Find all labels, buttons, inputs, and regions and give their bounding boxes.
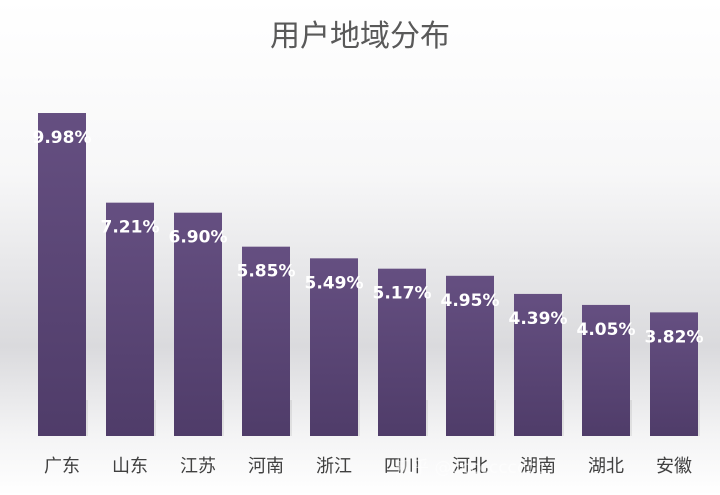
category-label-5: 浙江 xyxy=(316,456,352,477)
category-label-10: 安徽 xyxy=(656,456,692,477)
bar-9 xyxy=(582,304,630,436)
category-label-6: 四川 xyxy=(384,456,420,477)
bar-10 xyxy=(650,312,698,436)
category-label-3: 江苏 xyxy=(180,456,216,477)
bar-1 xyxy=(38,113,86,436)
data-label-3: 6.90% xyxy=(169,228,228,248)
category-labels: 广东 山东 江苏 河南 浙江 四川 河北 湖南 湖北 安徽 xyxy=(44,456,692,477)
bar-6 xyxy=(378,268,426,436)
data-label-10: 3.82% xyxy=(645,327,704,347)
data-label-4: 5.85% xyxy=(237,262,296,282)
data-label-2: 7.21% xyxy=(101,218,160,238)
bar-3 xyxy=(174,212,222,436)
data-label-5: 5.49% xyxy=(305,273,364,293)
category-label-2: 山东 xyxy=(112,456,148,477)
bars xyxy=(38,113,698,436)
data-label-7: 4.95% xyxy=(441,291,500,311)
category-label-8: 湖南 xyxy=(520,456,556,477)
data-label-6: 5.17% xyxy=(373,284,432,304)
category-label-1: 广东 xyxy=(44,456,80,477)
data-label-9: 4.05% xyxy=(577,320,636,340)
bar-7 xyxy=(446,275,494,436)
data-labels: 9.98% 7.21% 6.90% 5.85% 5.49% 5.17% 4.95% 4.39%… xyxy=(33,128,704,347)
category-label-4: 河南 xyxy=(248,456,284,477)
bar-2 xyxy=(106,202,154,436)
category-label-9: 湖北 xyxy=(588,456,624,477)
data-label-8: 4.39% xyxy=(509,309,568,329)
bar-4 xyxy=(242,246,290,436)
watermark: 知乎 @cccccccccc xyxy=(395,458,545,478)
category-label-7: 河北 xyxy=(452,456,488,477)
data-label-1: 9.98% xyxy=(33,128,92,148)
chart-title: 用户地域分布 xyxy=(270,19,450,54)
bar-5 xyxy=(310,258,358,436)
bar-8 xyxy=(514,293,562,436)
